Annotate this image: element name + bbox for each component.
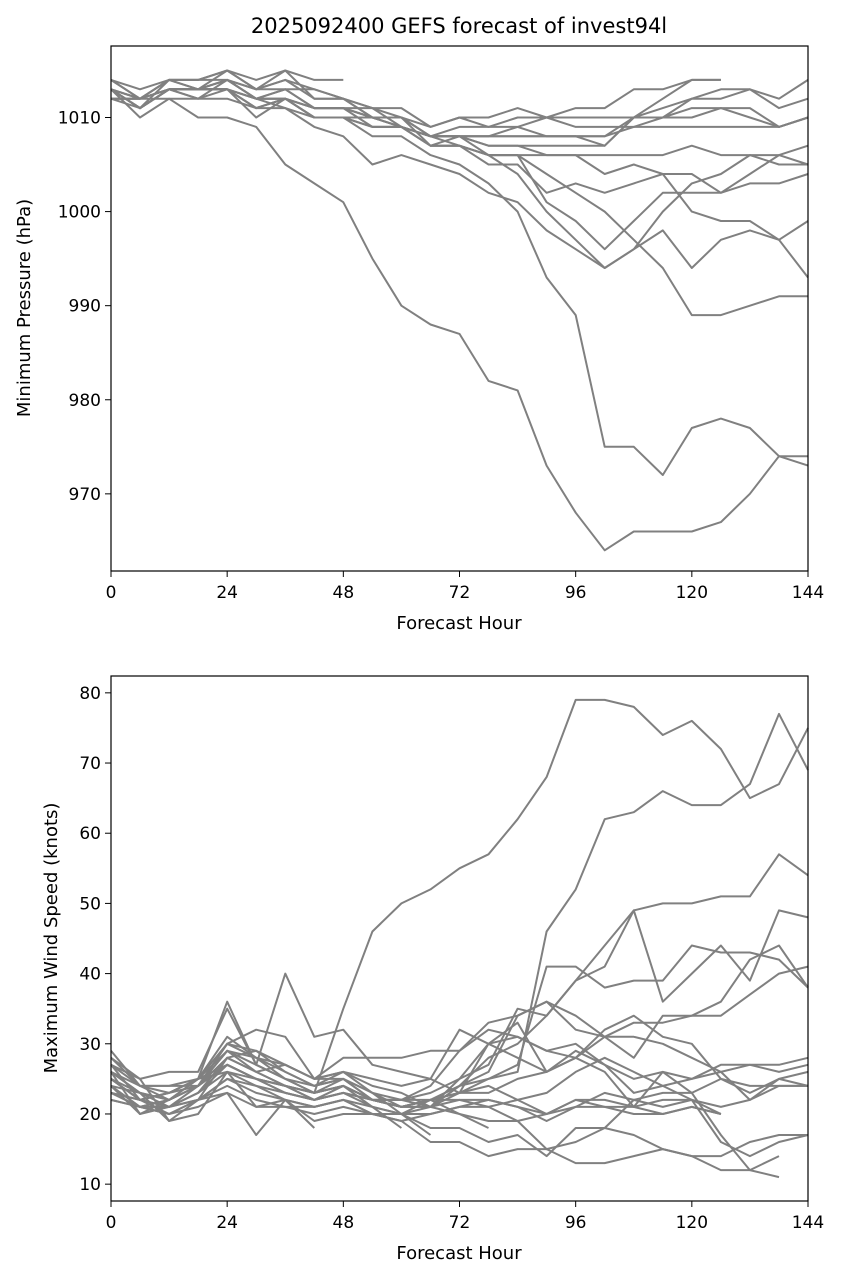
pressure-y-tick-label: 1010 [58,109,101,129]
wind-x-tick-label: 48 [333,1213,355,1233]
wind-series-line-18 [110,1063,315,1129]
pressure-series-group [110,69,809,552]
pressure-x-tick-label: 120 [676,583,708,603]
pressure-x-tick-label: 72 [449,583,471,603]
wind-series-line-15 [110,1091,808,1165]
wind-panel: 0 24 48 72 96 120 144 10 20 30 40 50 60 70 80 Forecas… [41,675,824,1264]
pressure-x-tick-label: 144 [792,583,824,603]
wind-x-tick-label: 120 [676,1213,708,1233]
wind-series-line-23 [110,1049,489,1129]
pressure-y-axis-label: Minimum Pressure (hPa) [14,199,35,417]
wind-y-tick-label: 40 [79,965,101,985]
wind-y-tick-label: 10 [79,1175,101,1195]
pressure-x-tick-label: 48 [333,583,355,603]
wind-x-axis-label: Forecast Hour [396,1243,522,1264]
wind-series-group [110,698,809,1179]
wind-series-line-24 [110,1063,722,1115]
wind-series-line-17 [110,972,780,1172]
pressure-y-axis: 970 980 990 1000 1010 [58,109,111,505]
wind-x-tick-label: 0 [106,1213,117,1233]
pressure-y-tick-label: 1000 [58,203,101,223]
pressure-series-line-6 [111,88,809,269]
chart-title: 2025092400 GEFS forecast of invest94l [251,14,667,38]
wind-y-tick-label: 50 [79,894,101,914]
pressure-x-tick-label: 0 [106,583,117,603]
wind-y-tick-label: 20 [79,1105,101,1125]
wind-y-tick-label: 70 [79,754,101,774]
pressure-x-tick-label: 96 [565,583,587,603]
wind-x-tick-label: 72 [449,1213,471,1233]
pressure-x-axis-label: Forecast Hour [396,613,522,634]
pressure-y-tick-label: 990 [69,297,101,317]
wind-x-axis: 0 24 48 72 96 120 144 [106,1201,824,1233]
wind-y-tick-label: 80 [79,684,101,704]
pressure-y-tick-label: 970 [69,485,101,505]
wind-series-line-7 [110,965,809,1108]
wind-series-line-22 [110,1056,402,1129]
pressure-x-tick-label: 24 [216,583,238,603]
pressure-y-tick-label: 980 [69,391,101,411]
wind-x-tick-label: 96 [565,1213,587,1233]
wind-series-line-13 [110,1000,809,1115]
wind-y-axis: 10 20 30 40 50 60 70 80 [79,684,111,1195]
wind-series-line-21 [110,1035,432,1136]
wind-y-tick-label: 60 [79,824,101,844]
pressure-series-line-17 [110,88,809,476]
wind-series-line-10 [110,1091,722,1122]
pressure-panel: 2025092400 GEFS forecast of invest94l 0 2… [14,14,824,634]
wind-x-tick-label: 144 [792,1213,824,1233]
wind-y-tick-label: 30 [79,1035,101,1055]
pressure-series-line-1 [111,97,808,552]
pressure-x-axis: 0 24 48 72 96 120 144 [106,571,824,603]
wind-y-axis-label: Maximum Wind Speed (knots) [41,803,62,1074]
wind-x-tick-label: 24 [216,1213,238,1233]
